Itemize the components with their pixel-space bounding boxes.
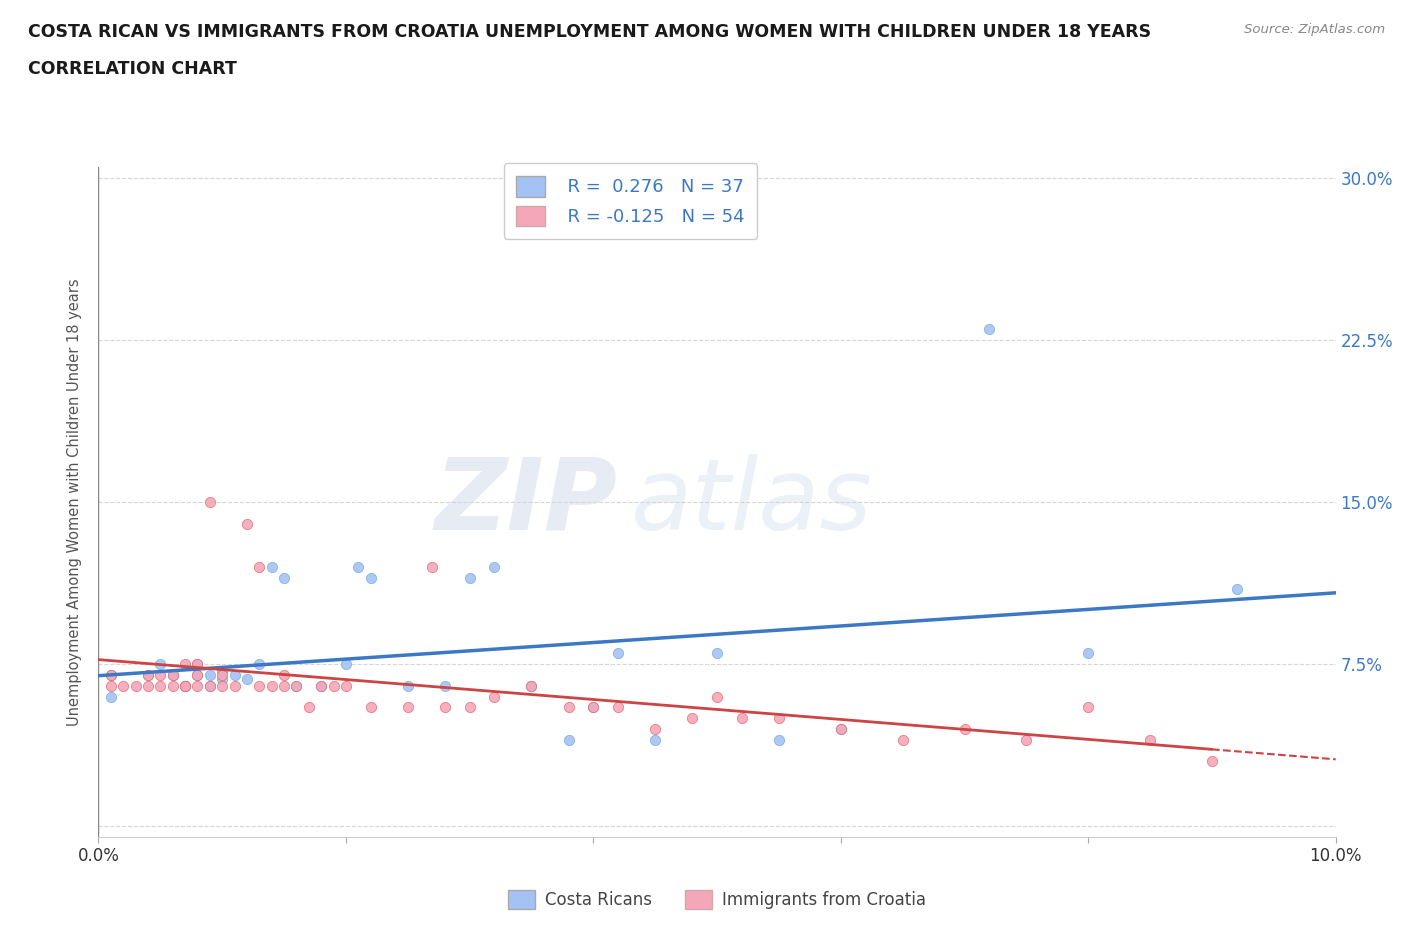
Point: [335, 657, 357, 671]
Point: [186, 657, 208, 671]
Point: [211, 671, 233, 686]
Point: [247, 657, 270, 671]
Text: atlas: atlas: [630, 454, 872, 551]
Legend: Costa Ricans, Immigrants from Croatia: Costa Ricans, Immigrants from Croatia: [502, 884, 932, 916]
Point: [1077, 700, 1099, 715]
Point: [1139, 732, 1161, 747]
Point: [520, 678, 543, 693]
Point: [1226, 581, 1249, 596]
Point: [422, 560, 444, 575]
Point: [644, 722, 666, 737]
Point: [1015, 732, 1038, 747]
Point: [100, 689, 122, 704]
Point: [211, 663, 233, 678]
Point: [112, 678, 135, 693]
Point: [247, 678, 270, 693]
Point: [396, 678, 419, 693]
Point: [322, 678, 344, 693]
Point: [211, 678, 233, 693]
Point: [360, 570, 382, 585]
Point: [186, 668, 208, 683]
Point: [186, 668, 208, 683]
Point: [557, 732, 579, 747]
Point: [458, 700, 481, 715]
Point: [198, 495, 221, 510]
Point: [1077, 646, 1099, 661]
Text: Source: ZipAtlas.com: Source: ZipAtlas.com: [1244, 23, 1385, 36]
Point: [273, 678, 295, 693]
Point: [706, 646, 728, 661]
Point: [149, 668, 172, 683]
Point: [309, 678, 332, 693]
Point: [224, 668, 246, 683]
Point: [830, 722, 852, 737]
Point: [174, 657, 197, 671]
Point: [396, 700, 419, 715]
Point: [520, 678, 543, 693]
Point: [198, 668, 221, 683]
Point: [484, 689, 506, 704]
Point: [186, 657, 208, 671]
Point: [285, 678, 308, 693]
Text: CORRELATION CHART: CORRELATION CHART: [28, 60, 238, 78]
Point: [1201, 754, 1223, 769]
Point: [198, 678, 221, 693]
Point: [458, 570, 481, 585]
Point: [644, 732, 666, 747]
Point: [174, 678, 197, 693]
Point: [236, 671, 259, 686]
Point: [607, 700, 630, 715]
Point: [198, 678, 221, 693]
Y-axis label: Unemployment Among Women with Children Under 18 years: Unemployment Among Women with Children U…: [67, 278, 83, 726]
Point: [891, 732, 914, 747]
Point: [768, 711, 790, 725]
Point: [979, 322, 1001, 337]
Point: [582, 700, 605, 715]
Point: [124, 678, 146, 693]
Point: [136, 668, 159, 683]
Point: [360, 700, 382, 715]
Point: [706, 689, 728, 704]
Point: [309, 678, 332, 693]
Point: [484, 560, 506, 575]
Point: [830, 722, 852, 737]
Point: [768, 732, 790, 747]
Point: [174, 678, 197, 693]
Point: [211, 668, 233, 683]
Point: [298, 700, 321, 715]
Point: [247, 560, 270, 575]
Point: [260, 560, 283, 575]
Point: [260, 678, 283, 693]
Point: [136, 668, 159, 683]
Point: [162, 668, 184, 683]
Point: [273, 570, 295, 585]
Text: ZIP: ZIP: [434, 454, 619, 551]
Point: [224, 678, 246, 693]
Point: [347, 560, 370, 575]
Point: [149, 657, 172, 671]
Point: [681, 711, 703, 725]
Point: [433, 700, 456, 715]
Point: [162, 668, 184, 683]
Point: [174, 678, 197, 693]
Point: [582, 700, 605, 715]
Point: [731, 711, 754, 725]
Point: [953, 722, 976, 737]
Point: [557, 700, 579, 715]
Point: [100, 668, 122, 683]
Point: [433, 678, 456, 693]
Point: [186, 678, 208, 693]
Point: [236, 516, 259, 531]
Text: COSTA RICAN VS IMMIGRANTS FROM CROATIA UNEMPLOYMENT AMONG WOMEN WITH CHILDREN UN: COSTA RICAN VS IMMIGRANTS FROM CROATIA U…: [28, 23, 1152, 41]
Point: [162, 678, 184, 693]
Point: [285, 678, 308, 693]
Point: [273, 668, 295, 683]
Point: [100, 678, 122, 693]
Point: [607, 646, 630, 661]
Point: [136, 678, 159, 693]
Point: [335, 678, 357, 693]
Point: [100, 668, 122, 683]
Point: [149, 678, 172, 693]
